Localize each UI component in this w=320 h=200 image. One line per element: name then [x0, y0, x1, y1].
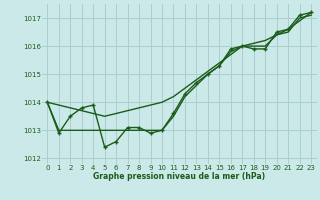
X-axis label: Graphe pression niveau de la mer (hPa): Graphe pression niveau de la mer (hPa) [93, 172, 265, 181]
